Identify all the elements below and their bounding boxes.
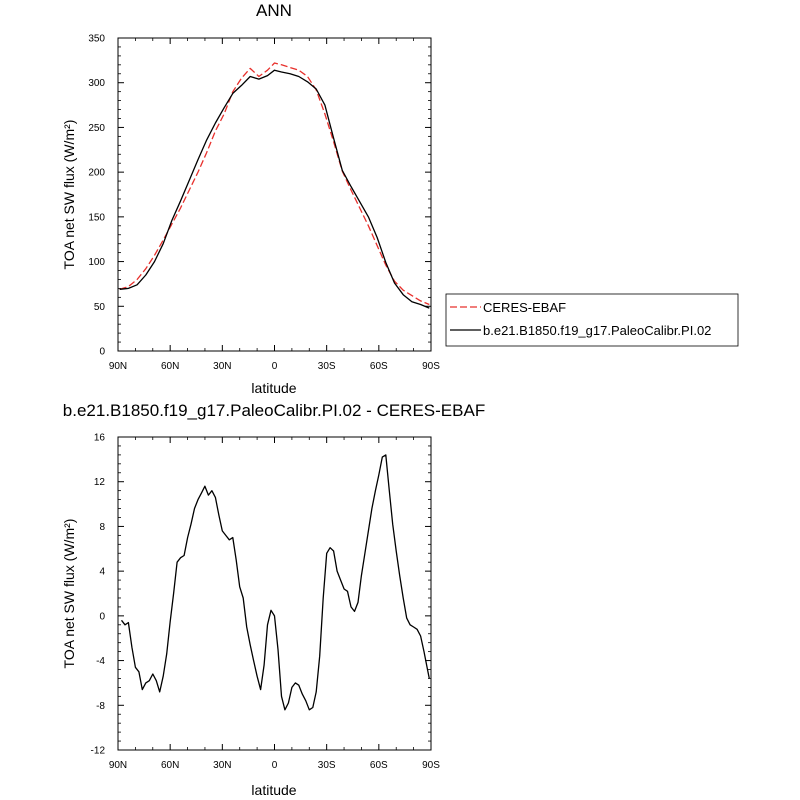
bottom-y-tick-label: 8 [99,522,105,533]
bottom-y-tick-label: -8 [96,701,105,712]
top-y-tick-label: 100 [88,257,105,268]
legend-label-model: b.e21.B1850.f19_g17.PaleoCalibr.PI.02 [483,323,711,338]
bottom-y-tick-label: -12 [91,746,106,757]
bottom-axis-ticks: 90N 60N 30N 0 30S 60S 90S -12 -8 -4 0 4 8 12 16 [91,433,441,772]
bottom-x-tick-label: 30N [213,760,231,771]
top-x-tick-label: 90N [109,361,127,372]
bottom-chart-title: b.e21.B1850.f19_g17.PaleoCalibr.PI.02 - … [63,401,485,420]
top-plot-frame [117,37,432,352]
top-y-tick-label: 300 [88,78,105,89]
top-y-tick-label: 250 [88,123,105,134]
top-y-axis-label: TOA net SW flux (W/m²) [61,120,77,270]
top-axis-ticks: 90N 60N 30N 0 30S 60S 90S 0 50 100 150 200 250 300 350 [88,34,440,373]
top-x-tick-label: 30S [318,361,336,372]
bottom-x-tick-label: 0 [272,760,278,771]
bottom-y-tick-label: -4 [96,656,105,667]
top-x-tick-label: 60N [161,361,179,372]
top-y-tick-label: 0 [99,347,105,358]
top-x-tick-label: 90S [422,361,440,372]
top-chart-title: ANN [256,1,292,20]
top-panel: ANN 90N 60N 30N 0 30S 60S 90S 0 50 100 150 200 250 30… [61,1,739,396]
bottom-panel: b.e21.B1850.f19_g17.PaleoCalibr.PI.02 - … [61,401,485,798]
top-y-tick-label: 200 [88,168,105,179]
top-series-line-0 [119,62,430,306]
legend: CERES-EBAF b.e21.B1850.f19_g17.PaleoCali… [445,293,739,347]
top-x-axis-label: latitude [251,380,296,396]
top-x-tick-label: 60S [370,361,388,372]
bottom-x-tick-label: 90S [422,760,440,771]
top-series-line-1 [119,69,430,309]
bottom-x-axis-label: latitude [251,782,296,798]
bottom-series-line-0 [120,454,430,711]
top-series-lines [119,62,430,309]
bottom-y-tick-label: 12 [94,477,106,488]
bottom-plot-frame [117,436,432,751]
top-y-tick-label: 50 [94,302,106,313]
bottom-x-tick-label: 60N [161,760,179,771]
bottom-x-tick-label: 30S [318,760,336,771]
legend-box [445,293,739,347]
top-x-tick-label: 0 [272,361,278,372]
bottom-x-tick-label: 90N [109,760,127,771]
bottom-series-lines [120,454,430,711]
legend-label-ceres: CERES-EBAF [483,300,566,315]
bottom-y-axis-label: TOA net SW flux (W/m²) [61,519,77,669]
bottom-y-tick-label: 4 [99,567,105,578]
bottom-y-tick-label: 0 [99,611,105,622]
top-y-tick-label: 350 [88,34,105,45]
top-y-tick-label: 150 [88,212,105,223]
bottom-y-tick-label: 16 [94,433,106,444]
top-x-tick-label: 30N [213,361,231,372]
bottom-x-tick-label: 60S [370,760,388,771]
